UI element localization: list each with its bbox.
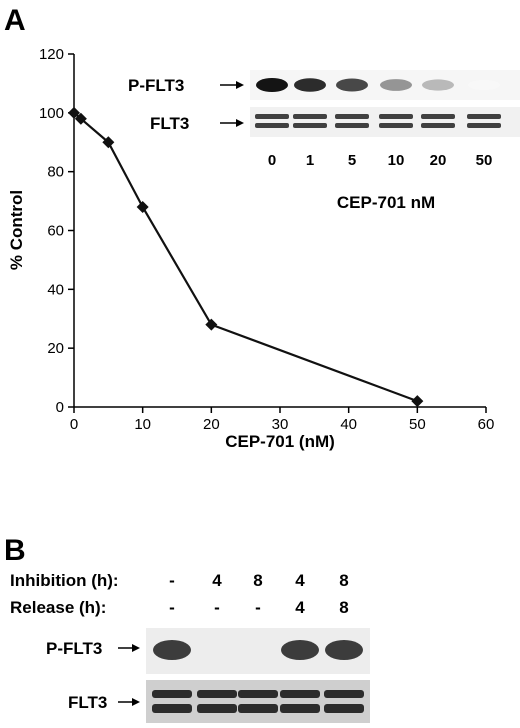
arrow-icon	[220, 119, 244, 127]
inset-band-flt3	[421, 123, 455, 128]
data-point-diamond	[68, 106, 80, 119]
panel-a-label: A	[4, 4, 26, 37]
inset-band-flt3	[293, 114, 327, 119]
b-band-flt3	[197, 690, 237, 698]
y-tick-label: 0	[56, 399, 64, 416]
data-point-diamond	[205, 318, 218, 331]
x-tick-label: 50	[409, 416, 426, 433]
inset-lane-label: 0	[268, 152, 276, 169]
inset-band-flt3	[467, 114, 501, 119]
b-band-flt3	[324, 704, 364, 713]
b-band-flt3	[238, 690, 278, 698]
b-band-flt3	[152, 704, 192, 713]
condition-value: -	[169, 598, 175, 617]
inset-row-label-pflt3: P-FLT3	[128, 76, 184, 95]
inset-band-pflt3	[468, 79, 500, 91]
inset-band-pflt3	[294, 78, 326, 92]
inset-band-pflt3	[380, 79, 412, 91]
inset-blot-strip-flt3	[250, 107, 520, 137]
inset-band-flt3	[421, 114, 455, 119]
inset-band-pflt3	[336, 78, 368, 92]
inset-band-flt3	[335, 114, 369, 119]
b-band-flt3	[324, 690, 364, 698]
inset-band-flt3	[293, 123, 327, 128]
b-row-label-pflt3: P-FLT3	[46, 639, 102, 658]
x-tick-label: 30	[272, 416, 289, 433]
b-band-flt3	[152, 690, 192, 698]
b-row-label-flt3: FLT3	[68, 693, 107, 712]
data-point-diamond	[411, 395, 424, 408]
chart-axes	[73, 54, 486, 408]
condition-label: Inhibition (h):	[10, 571, 119, 590]
b-band-pflt3	[325, 640, 363, 660]
y-axis-label: % Control	[7, 190, 26, 270]
b-band-flt3	[280, 704, 320, 713]
y-tick-label: 60	[47, 223, 64, 240]
data-point-diamond	[102, 136, 115, 149]
b-blot-strip-flt3	[146, 680, 370, 723]
x-tick-label: 0	[70, 416, 78, 433]
x-axis-label: CEP-701 (nM)	[225, 432, 335, 451]
y-tick-label: 100	[39, 105, 64, 122]
b-band-flt3	[238, 704, 278, 713]
inset-caption: CEP-701 nM	[337, 193, 435, 212]
arrow-icon	[118, 698, 140, 706]
y-tick-label: 20	[47, 340, 64, 357]
b-band-flt3	[197, 704, 237, 713]
x-tick-label: 20	[203, 416, 220, 433]
panel-b-label: B	[4, 534, 26, 567]
b-band-pflt3	[281, 640, 319, 660]
x-ticks: 0 10 20 30 40 50 60	[70, 407, 495, 433]
arrow-icon	[220, 81, 244, 89]
inset-row-label-flt3: FLT3	[150, 114, 189, 133]
condition-value: -	[214, 598, 220, 617]
inset-lane-label: 1	[306, 152, 314, 169]
inset-band-flt3	[379, 123, 413, 128]
y-ticks: 0 20 40 60 80 100 120	[39, 46, 74, 416]
b-band-pflt3	[153, 640, 191, 660]
inset-lane-label: 50	[476, 152, 493, 169]
condition-value: 4	[295, 598, 305, 617]
condition-value: 8	[339, 598, 348, 617]
condition-label: Release (h):	[10, 598, 106, 617]
inset-band-flt3	[379, 114, 413, 119]
inset-band-pflt3	[256, 78, 288, 92]
inset-band-flt3	[467, 123, 501, 128]
condition-value: -	[169, 571, 175, 590]
x-tick-label: 60	[478, 416, 495, 433]
y-tick-label: 40	[47, 281, 64, 298]
arrow-icon	[118, 644, 140, 652]
x-tick-label: 10	[134, 416, 151, 433]
chart-series	[68, 106, 424, 408]
condition-value: 8	[339, 571, 348, 590]
y-tick-label: 80	[47, 164, 64, 181]
inset-lane-label: 10	[388, 152, 405, 169]
inset-band-flt3	[335, 123, 369, 128]
data-point-diamond	[136, 200, 149, 213]
condition-value: -	[255, 598, 261, 617]
condition-value: 4	[212, 571, 222, 590]
series-line	[73, 111, 418, 403]
y-tick-label: 120	[39, 46, 64, 63]
x-tick-label: 40	[340, 416, 357, 433]
inset-band-flt3	[255, 123, 289, 128]
panel-b-conditions: Inhibition (h): - 4 8 4 8 Release (h): - - - 4 8	[10, 571, 349, 617]
b-band-flt3	[280, 690, 320, 698]
panel-b-blot: P-FLT3 FLT3	[46, 628, 370, 723]
inset-band-pflt3	[422, 79, 454, 91]
condition-value: 4	[295, 571, 305, 590]
inset-lane-label: 5	[348, 152, 356, 169]
inset-lane-label: 20	[430, 152, 447, 169]
inset-band-flt3	[255, 114, 289, 119]
inset-blot: P-FLT3 FLT3 0 1 5 10 20 50 CEP-701 nM	[128, 70, 520, 212]
data-point-diamond	[74, 112, 87, 125]
condition-value: 8	[253, 571, 262, 590]
